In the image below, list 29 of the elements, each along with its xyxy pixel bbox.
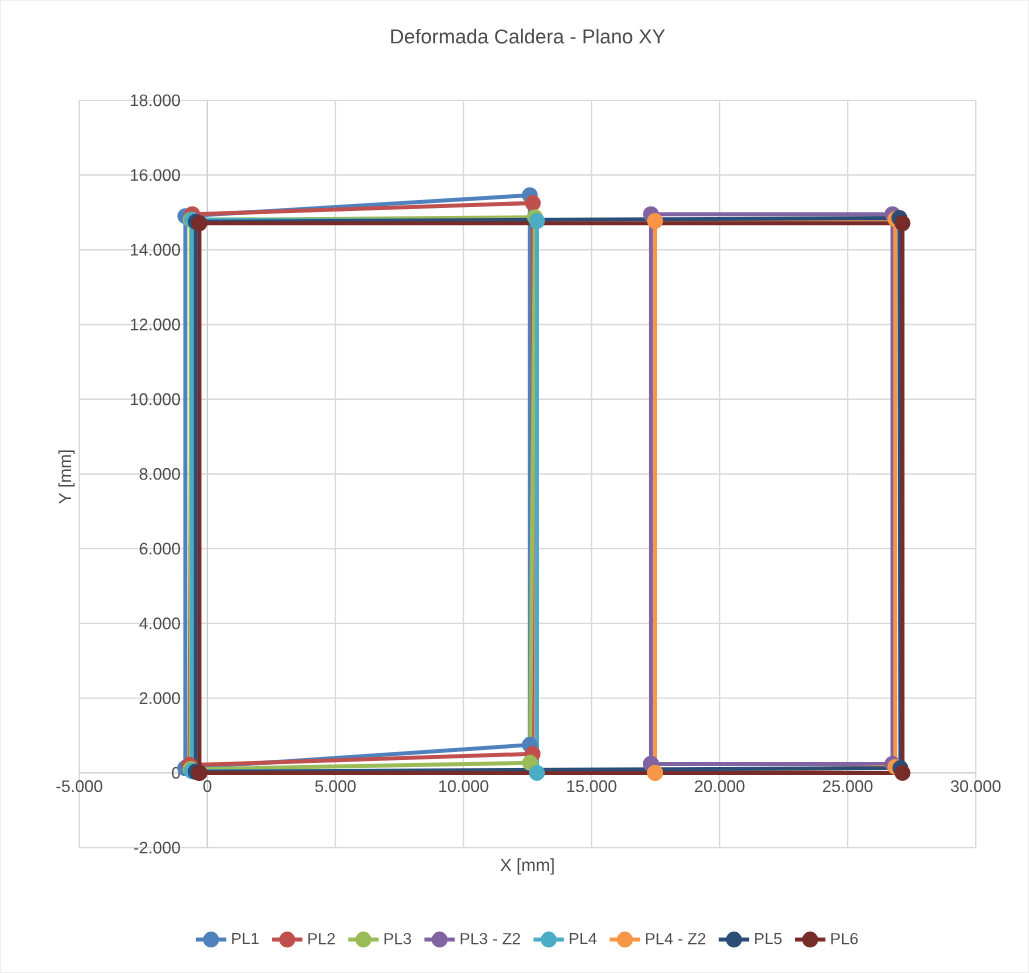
legend-label: PL3	[384, 932, 412, 945]
legend-label: PL1	[232, 933, 259, 945]
x-tick-label: -5.000	[56, 780, 103, 793]
y-tick-label: 10.000	[130, 393, 180, 406]
legend-label: PL3 - Z2	[460, 932, 521, 945]
y-tick-label: 4.000	[139, 617, 180, 630]
y-tick-label: 14.000	[130, 243, 180, 256]
x-tick-label: 20.000	[694, 780, 745, 793]
x-tick-label: 0	[203, 780, 212, 793]
y-tick-label: 2.000	[139, 692, 180, 705]
x-axis-title: X [mm]	[500, 858, 554, 875]
legend-label: PL4 - Z2	[646, 932, 706, 945]
y-tick-label: -2.000	[134, 841, 180, 854]
y-tick-label: 6.000	[139, 542, 180, 555]
y-tick-label: 18.000	[130, 94, 180, 107]
legend-label: PL2	[308, 932, 335, 945]
legend-label: PL4	[569, 933, 597, 945]
x-tick-label: 25.000	[822, 780, 873, 793]
x-tick-label: 5.000	[315, 780, 356, 793]
x-tick-label: 30.000	[950, 780, 1001, 793]
chart-title: Deformada Caldera - Plano XY	[391, 28, 665, 44]
y-tick-label: 16.000	[130, 169, 180, 181]
legend-label: PL5	[755, 933, 782, 945]
y-tick-label: 12.000	[130, 318, 180, 331]
y-tick-label: 8.000	[139, 468, 180, 480]
y-axis-title: Y [mm]	[58, 450, 75, 504]
x-tick-label: 15.000	[567, 780, 617, 793]
legend-label: PL6	[831, 932, 858, 945]
x-tick-label: 10.000	[439, 780, 489, 793]
